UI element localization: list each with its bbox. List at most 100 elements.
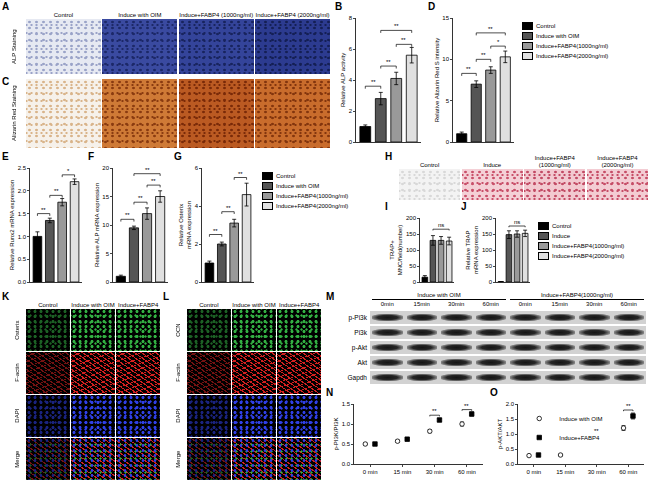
svg-text:1.5: 1.5 [342, 401, 351, 407]
html-text:C: C [2, 76, 10, 87]
svg-text:**: ** [386, 59, 391, 65]
svg-text:60 min: 60 min [458, 469, 476, 475]
svg-text:5: 5 [446, 98, 450, 104]
svg-text:4: 4 [349, 77, 353, 83]
svg-text:15 min: 15 min [556, 469, 574, 475]
svg-text:p-AKT/AKT: p-AKT/AKT [497, 418, 503, 449]
svg-text:**: ** [238, 171, 243, 177]
svg-text:ns: ns [514, 219, 520, 225]
svg-text:0 min: 0 min [363, 469, 378, 475]
svg-text:**: ** [213, 228, 218, 234]
svg-text:**: ** [488, 26, 493, 32]
html-text:A: A [2, 1, 10, 12]
svg-text:15 min: 15 min [393, 469, 411, 475]
svg-text:0: 0 [489, 279, 493, 285]
svg-text:8: 8 [349, 15, 353, 21]
html-text:B: B [335, 1, 343, 12]
svg-text:2: 2 [195, 241, 199, 247]
svg-text:**: ** [145, 167, 150, 173]
svg-text:Relative ALP activity: Relative ALP activity [340, 53, 346, 107]
html-text:Akt: Akt [357, 358, 367, 366]
svg-text:50: 50 [409, 263, 416, 269]
svg-text:p-PI3K/PI3K: p-PI3K/PI3K [333, 417, 339, 450]
svg-text:TRAP+MNC/field(number): TRAP+MNC/field(number) [389, 225, 403, 276]
svg-text:**: ** [464, 403, 469, 409]
svg-text:**: ** [401, 37, 406, 43]
svg-text:**: ** [151, 178, 156, 184]
svg-text:0.5: 0.5 [342, 441, 351, 447]
svg-text:0: 0 [195, 279, 199, 285]
svg-text:150: 150 [406, 231, 417, 237]
svg-text:Relative TRAPmRNA expression: Relative TRAPmRNA expression [465, 226, 479, 274]
svg-text:1.5: 1.5 [506, 416, 515, 422]
html-text:K: K [2, 291, 10, 302]
svg-text:*: * [497, 39, 500, 45]
svg-text:30 min: 30 min [588, 469, 606, 475]
svg-text:2: 2 [349, 108, 353, 114]
svg-text:Relative ALP mRNA expression: Relative ALP mRNA expression [94, 183, 100, 267]
html-text:Gapdh: Gapdh [347, 373, 367, 381]
html-text:Pi3k: Pi3k [354, 328, 367, 336]
svg-text:50: 50 [485, 263, 492, 269]
svg-text:0.0: 0.0 [18, 279, 27, 285]
svg-text:6: 6 [195, 165, 199, 171]
html-text:N: N [326, 387, 334, 398]
svg-text:15: 15 [442, 15, 449, 21]
svg-text:**: ** [54, 188, 59, 194]
svg-text:Relative OsterixmRNA expressio: Relative OsterixmRNA expression [178, 201, 192, 249]
svg-text:1.0: 1.0 [342, 421, 351, 427]
svg-text:6: 6 [349, 46, 353, 52]
svg-text:**: ** [432, 408, 437, 414]
svg-text:0: 0 [349, 139, 353, 145]
svg-text:5: 5 [106, 251, 110, 257]
html-text:G: G [174, 151, 182, 162]
svg-text:10: 10 [442, 56, 449, 62]
html-text:p-Pi3k: p-Pi3k [348, 313, 367, 321]
svg-text:**: ** [371, 79, 376, 85]
svg-text:Relative Alizarin Red S intens: Relative Alizarin Red S intensity [434, 38, 440, 123]
svg-text:**: ** [466, 66, 471, 72]
svg-text:2.5: 2.5 [18, 165, 27, 171]
svg-text:0.0: 0.0 [506, 461, 515, 467]
svg-text:20: 20 [102, 165, 109, 171]
html-text:H: H [385, 151, 393, 162]
svg-text:Induce+FABP4: Induce+FABP4 [559, 435, 600, 441]
svg-text:*: * [67, 168, 70, 174]
svg-text:100: 100 [482, 247, 493, 253]
svg-text:4: 4 [195, 203, 199, 209]
svg-text:**: ** [481, 52, 486, 58]
svg-text:30 min: 30 min [426, 469, 444, 475]
svg-text:100: 100 [406, 247, 417, 253]
svg-text:**: ** [125, 212, 130, 218]
html-text:D: D [428, 1, 436, 12]
svg-text:0 min: 0 min [526, 469, 541, 475]
svg-text:**: ** [626, 403, 631, 409]
svg-text:Induce with OIM: Induce with OIM [559, 416, 602, 422]
svg-text:**: ** [594, 428, 599, 434]
svg-text:0: 0 [106, 279, 110, 285]
svg-text:0.0: 0.0 [342, 461, 351, 467]
svg-text:1.5: 1.5 [18, 211, 27, 217]
svg-text:ns: ns [438, 222, 444, 228]
svg-text:150: 150 [482, 231, 493, 237]
svg-text:**: ** [394, 23, 399, 29]
svg-text:**: ** [138, 195, 143, 201]
svg-text:2.0: 2.0 [18, 188, 27, 194]
svg-text:200: 200 [482, 215, 493, 221]
html-text:p-Akt: p-Akt [351, 343, 367, 351]
svg-text:0: 0 [446, 139, 450, 145]
svg-text:2.0: 2.0 [506, 401, 515, 407]
svg-text:1.0: 1.0 [18, 234, 27, 240]
svg-text:**: ** [226, 205, 231, 211]
svg-text:15: 15 [102, 194, 109, 200]
svg-text:0.5: 0.5 [506, 446, 515, 452]
svg-text:0: 0 [413, 279, 417, 285]
html-text:M: M [326, 291, 335, 302]
svg-text:Relative Runx2 mRNA expression: Relative Runx2 mRNA expression [9, 180, 15, 270]
svg-text:60 min: 60 min [619, 469, 637, 475]
svg-text:1.0: 1.0 [506, 431, 515, 437]
svg-text:**: ** [41, 207, 46, 213]
svg-text:0.5: 0.5 [18, 256, 27, 262]
svg-text:10: 10 [102, 222, 109, 228]
svg-text:200: 200 [406, 215, 417, 221]
